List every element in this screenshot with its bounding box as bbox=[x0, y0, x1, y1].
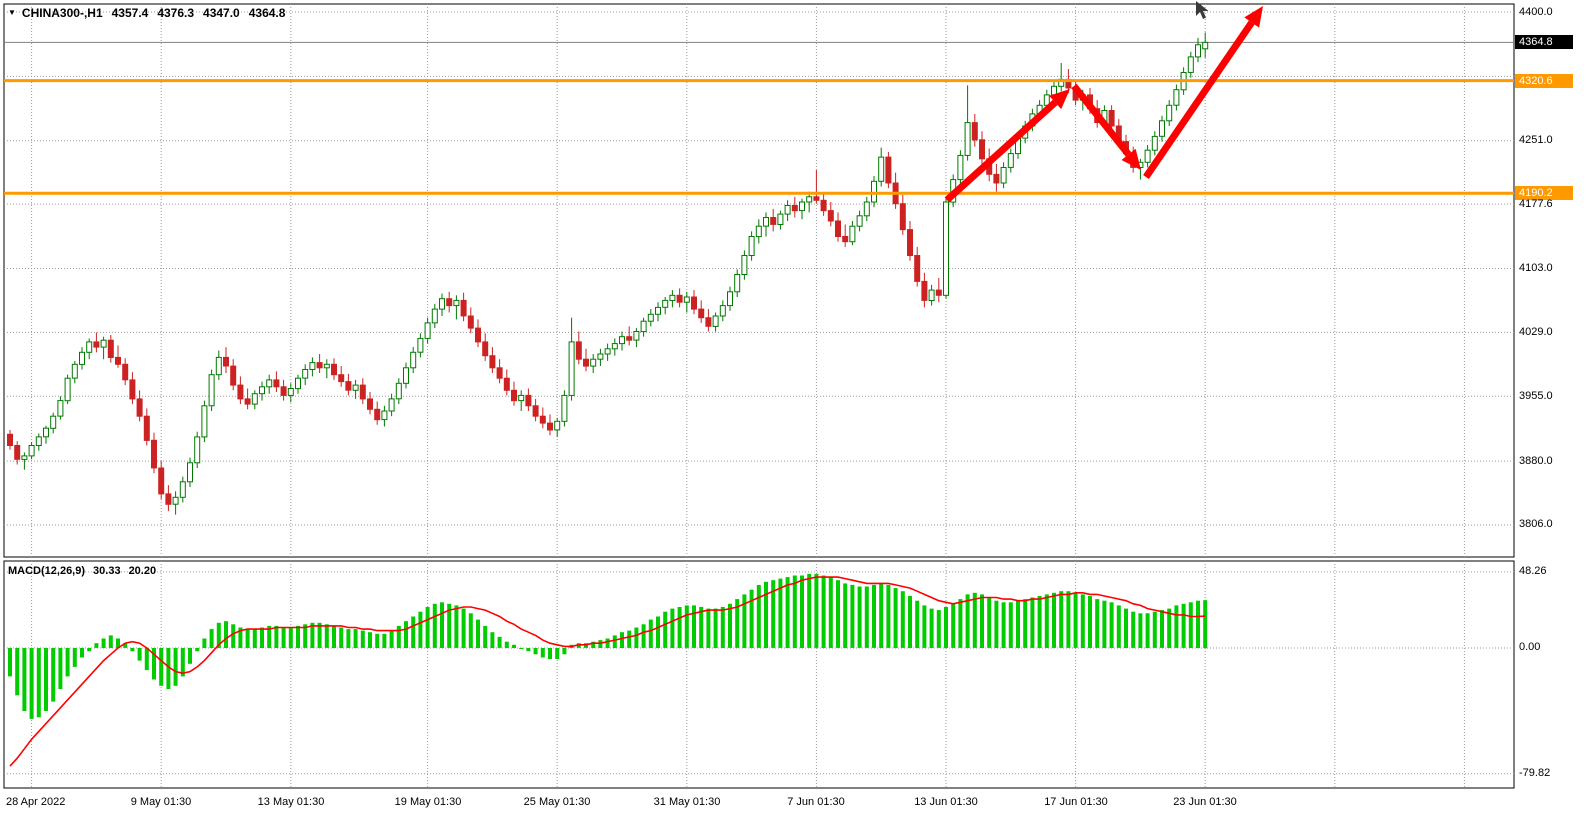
trend-arrow[interactable] bbox=[1071, 83, 1132, 157]
price-axis-label: 4400.0 bbox=[1519, 6, 1553, 18]
hline-price-tag-lower[interactable]: 4190.2 bbox=[1515, 186, 1573, 200]
ohlc-low: 4347.0 bbox=[203, 6, 240, 20]
time-axis-label: 13 May 01:30 bbox=[257, 796, 325, 808]
symbol-marker-icon: ▼ bbox=[8, 7, 16, 17]
mouse-cursor-icon bbox=[1196, 1, 1209, 19]
price-axis-label: 4103.0 bbox=[1519, 262, 1553, 274]
price-axis-label: 3806.0 bbox=[1519, 518, 1553, 530]
ohlc-open: 4357.4 bbox=[111, 6, 149, 20]
trend-arrow-head[interactable] bbox=[1244, 6, 1263, 28]
macd-main-value: 30.33 bbox=[93, 565, 121, 577]
macd-indicator-label: MACD(12,26,9) bbox=[8, 565, 86, 577]
trend-arrow-head[interactable] bbox=[1049, 89, 1070, 110]
current-price-tag: 4364.8 bbox=[1515, 35, 1573, 49]
hline-price-tag-upper[interactable]: 4320.6 bbox=[1515, 74, 1573, 88]
time-axis-label: 19 May 01:30 bbox=[394, 796, 462, 808]
ohlc-close: 4364.8 bbox=[248, 6, 286, 20]
trend-arrow-head[interactable] bbox=[1121, 148, 1142, 170]
price-axis-label: 3955.0 bbox=[1519, 390, 1553, 402]
time-axis-label: 9 May 01:30 bbox=[130, 796, 192, 808]
macd-axis-label: 48.26 bbox=[1519, 565, 1547, 577]
price-axis-label: 4029.0 bbox=[1519, 326, 1553, 338]
time-axis-label: 7 Jun 01:30 bbox=[787, 796, 845, 808]
macd-axis-label: 0.00 bbox=[1519, 641, 1541, 653]
time-axis-label: 31 May 01:30 bbox=[653, 796, 721, 808]
macd-header: MACD(12,26,9) 30.33 20.20 bbox=[8, 565, 156, 577]
time-axis-label: 28 Apr 2022 bbox=[6, 796, 66, 808]
price-axis-label: 3880.0 bbox=[1519, 455, 1553, 467]
time-axis-label: 23 Jun 01:30 bbox=[1173, 796, 1237, 808]
macd-signal-value: 20.20 bbox=[128, 565, 157, 577]
price-axis-label: 4251.0 bbox=[1519, 134, 1553, 146]
ohlc-high: 4376.3 bbox=[157, 6, 195, 20]
symbol-period-label: CHINA300-,H1 bbox=[21, 6, 103, 20]
macd-axis-label: -79.82 bbox=[1519, 767, 1551, 779]
trend-arrow[interactable] bbox=[1143, 20, 1255, 179]
time-axis-label: 17 Jun 01:30 bbox=[1044, 796, 1108, 808]
trend-arrow[interactable] bbox=[944, 99, 1058, 203]
price-axis-label: 4177.6 bbox=[1519, 198, 1553, 210]
time-axis-label: 25 May 01:30 bbox=[523, 796, 591, 808]
chart-header: ▼ CHINA300-,H1 4357.4 4376.3 4347.0 4364… bbox=[8, 6, 285, 20]
time-axis-label: 13 Jun 01:30 bbox=[914, 796, 978, 808]
